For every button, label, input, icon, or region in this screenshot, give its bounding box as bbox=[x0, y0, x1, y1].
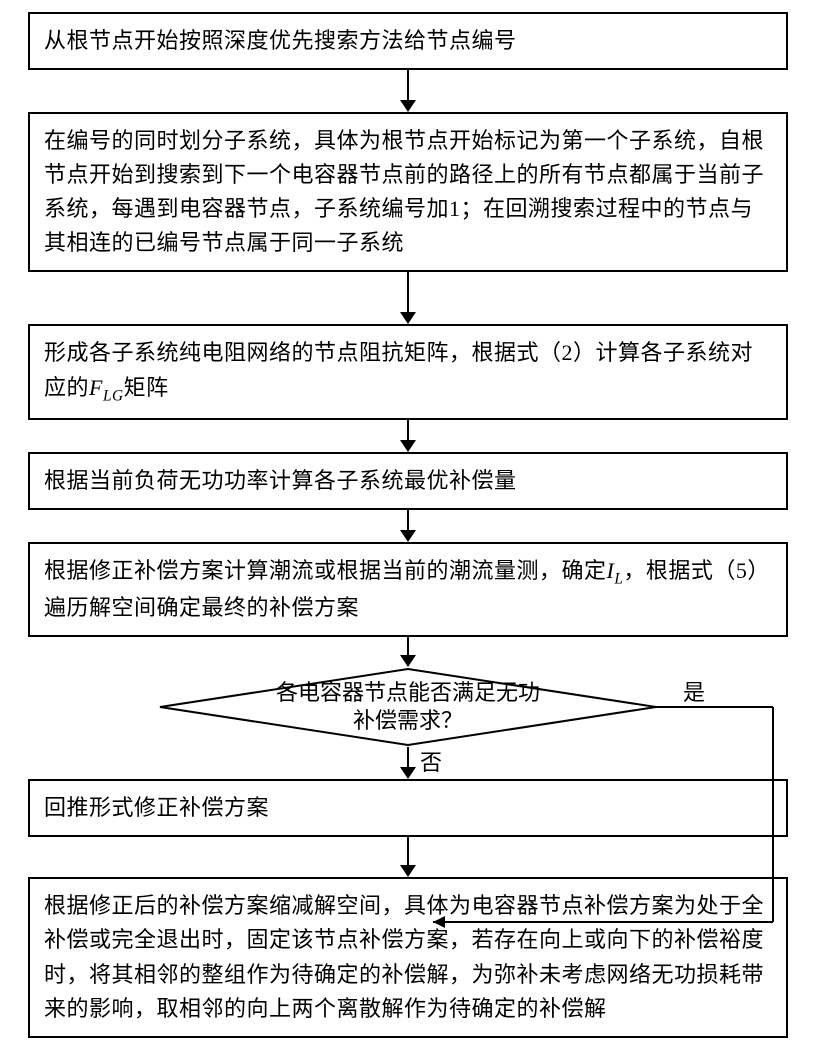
arrow-1 bbox=[400, 70, 416, 112]
decision-text: 各电容器节点能否满足无功 补偿需求？ bbox=[158, 667, 658, 747]
merge-segment bbox=[28, 837, 788, 877]
decision-line2: 补偿需求？ bbox=[353, 707, 463, 736]
box5-text-pre: 根据修正补偿方案计算潮流或根据当前的潮流量测，确定 bbox=[44, 558, 607, 583]
box-step6: 回推形式修正补偿方案 bbox=[28, 779, 788, 837]
box-step4: 根据当前负荷无功功率计算各子系统最优补偿量 bbox=[28, 452, 788, 510]
flowchart: 从根节点开始按照深度优先搜索方法给节点编号 在编号的同时划分子系统，具体为根节点… bbox=[20, 12, 796, 1038]
arrow-5 bbox=[400, 637, 416, 667]
decision-line1: 各电容器节点能否满足无功 bbox=[276, 679, 540, 708]
decision-wrap: 各电容器节点能否满足无功 补偿需求？ 是 否 bbox=[28, 667, 788, 747]
box3-sub: LG bbox=[103, 387, 124, 404]
arrow-2 bbox=[400, 272, 416, 324]
label-no: 否 bbox=[420, 745, 442, 777]
box-step5: 根据修正补偿方案计算潮流或根据当前的潮流量测，确定IL，根据式（5）遍历解空间确… bbox=[28, 542, 788, 637]
box-step1: 从根节点开始按照深度优先搜索方法给节点编号 bbox=[28, 12, 788, 70]
box-step3: 形成各子系统纯电阻网络的节点阻抗矩阵，根据式（2）计算各子系统对应的FLG矩阵 bbox=[28, 324, 788, 419]
box-step2: 在编号的同时划分子系统，具体为根节点开始标记为第一个子系统，自根节点开始到搜索到… bbox=[28, 112, 788, 272]
arrow-3 bbox=[400, 420, 416, 452]
decision-diamond: 各电容器节点能否满足无功 补偿需求？ bbox=[158, 667, 658, 747]
box3-text-post: 矩阵 bbox=[124, 375, 169, 400]
box3-var: F bbox=[89, 375, 103, 400]
arrow-no bbox=[400, 747, 416, 779]
label-yes: 是 bbox=[683, 675, 705, 707]
arrow-4 bbox=[400, 510, 416, 542]
box-step7: 根据修正后的补偿方案缩减解空间，具体为电容器节点补偿方案为处于全补偿或完全退出时… bbox=[28, 877, 788, 1037]
